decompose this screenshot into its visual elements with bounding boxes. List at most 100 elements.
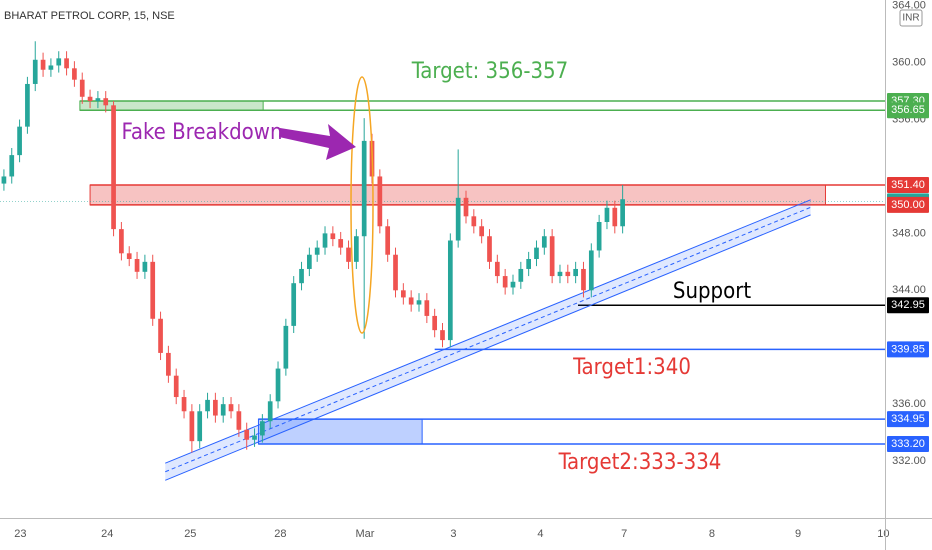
candle-body bbox=[17, 126, 22, 156]
candle-body bbox=[142, 261, 148, 272]
chart-title: BHARAT PETROL CORP, 15, NSE bbox=[4, 10, 175, 22]
candle-body bbox=[166, 352, 171, 376]
candle-body bbox=[134, 259, 140, 272]
candle-body bbox=[510, 281, 516, 288]
level-label: 351.40 bbox=[891, 179, 925, 191]
x-tick-label: 24 bbox=[101, 528, 113, 540]
level-label: 334.95 bbox=[891, 413, 925, 425]
x-tick-label: 25 bbox=[184, 528, 196, 540]
currency: INR bbox=[902, 13, 919, 24]
level-label: 350.00 bbox=[891, 199, 925, 211]
candle-body bbox=[87, 96, 93, 102]
candle-body bbox=[534, 247, 539, 259]
candle-body bbox=[173, 375, 179, 398]
highlight-ellipse bbox=[350, 76, 374, 334]
candle-body bbox=[385, 226, 391, 255]
candle-body bbox=[1, 176, 7, 184]
annotation: Target: 356-357 bbox=[411, 59, 568, 84]
candle-body bbox=[400, 290, 406, 298]
candle-body bbox=[330, 233, 336, 240]
annotation: Target2:333-334 bbox=[558, 450, 722, 475]
candle-body bbox=[557, 271, 563, 277]
y-tick-label: 332.00 bbox=[892, 455, 926, 467]
x-tick-label: 9 bbox=[795, 528, 801, 540]
candle-body bbox=[588, 250, 594, 291]
candle-body bbox=[158, 318, 163, 353]
candle-body bbox=[479, 226, 485, 237]
candle-body bbox=[361, 140, 367, 237]
candle-body bbox=[314, 247, 320, 255]
candle-body bbox=[354, 236, 359, 262]
level-label: 356.65 bbox=[891, 104, 925, 116]
candle-body bbox=[518, 268, 524, 282]
channel-line bbox=[165, 214, 811, 481]
candle-body bbox=[455, 197, 461, 241]
candle-body bbox=[620, 199, 625, 227]
channel bbox=[165, 199, 811, 481]
candle-body bbox=[260, 421, 265, 436]
level-label-box bbox=[887, 196, 929, 213]
arrow bbox=[279, 124, 356, 160]
x-tick-label: 10 bbox=[877, 528, 889, 540]
channel-mid bbox=[165, 206, 811, 473]
annotation: Fake Breakdown bbox=[121, 120, 282, 145]
y-tick-label: 344.00 bbox=[892, 284, 926, 296]
channel-band bbox=[165, 199, 811, 481]
candle-body bbox=[205, 399, 210, 412]
x-tick-label: 4 bbox=[537, 528, 543, 540]
candle-body bbox=[432, 315, 438, 331]
candle-body bbox=[236, 411, 242, 430]
candle-body bbox=[424, 300, 430, 316]
candle-body bbox=[32, 59, 38, 84]
candle-body bbox=[596, 222, 602, 251]
level-label: 333.20 bbox=[891, 438, 925, 450]
candle-body bbox=[549, 236, 555, 277]
candle-body bbox=[447, 240, 453, 341]
candle-body bbox=[197, 411, 203, 442]
level-label: 339.85 bbox=[891, 343, 925, 355]
candle-body bbox=[526, 259, 531, 269]
candle-body bbox=[267, 401, 273, 422]
level-label-box bbox=[887, 102, 929, 119]
currency-box bbox=[899, 9, 923, 27]
candle-body bbox=[581, 268, 586, 291]
candle-body bbox=[408, 297, 414, 305]
candle-body bbox=[612, 207, 618, 227]
candle-body bbox=[79, 79, 85, 97]
candle-body bbox=[416, 300, 422, 305]
candle-body bbox=[393, 254, 398, 291]
level-label-box bbox=[887, 341, 929, 358]
channel-line bbox=[165, 199, 811, 464]
level-label: 342.95 bbox=[891, 299, 925, 311]
candle-body bbox=[275, 368, 281, 402]
level-label-box bbox=[887, 177, 929, 193]
x-tick-label: 3 bbox=[450, 528, 456, 540]
candle-body bbox=[56, 58, 62, 66]
candle-body bbox=[299, 268, 304, 284]
candle-body bbox=[48, 65, 54, 70]
level-label-box bbox=[887, 436, 929, 452]
candle-body bbox=[283, 325, 289, 369]
levels bbox=[0, 100, 885, 445]
candle-body bbox=[471, 216, 477, 227]
candle-body bbox=[9, 155, 15, 177]
candle-body bbox=[338, 239, 344, 248]
candle-body bbox=[502, 276, 508, 288]
candle-body bbox=[189, 411, 195, 442]
candle-body bbox=[565, 271, 571, 277]
level-label-box bbox=[887, 297, 929, 314]
candle-body bbox=[244, 429, 250, 440]
candle-body bbox=[126, 253, 132, 259]
candle-body bbox=[440, 330, 445, 341]
candle-body bbox=[541, 236, 547, 248]
candle-body bbox=[463, 197, 469, 217]
candle-body bbox=[573, 268, 578, 277]
candle-body bbox=[377, 176, 383, 227]
x-tick-label: 7 bbox=[621, 528, 627, 540]
candle-body bbox=[119, 229, 124, 254]
candle-body bbox=[604, 207, 610, 222]
annotation: Target1:340 bbox=[572, 355, 691, 380]
candle-body bbox=[213, 399, 218, 416]
